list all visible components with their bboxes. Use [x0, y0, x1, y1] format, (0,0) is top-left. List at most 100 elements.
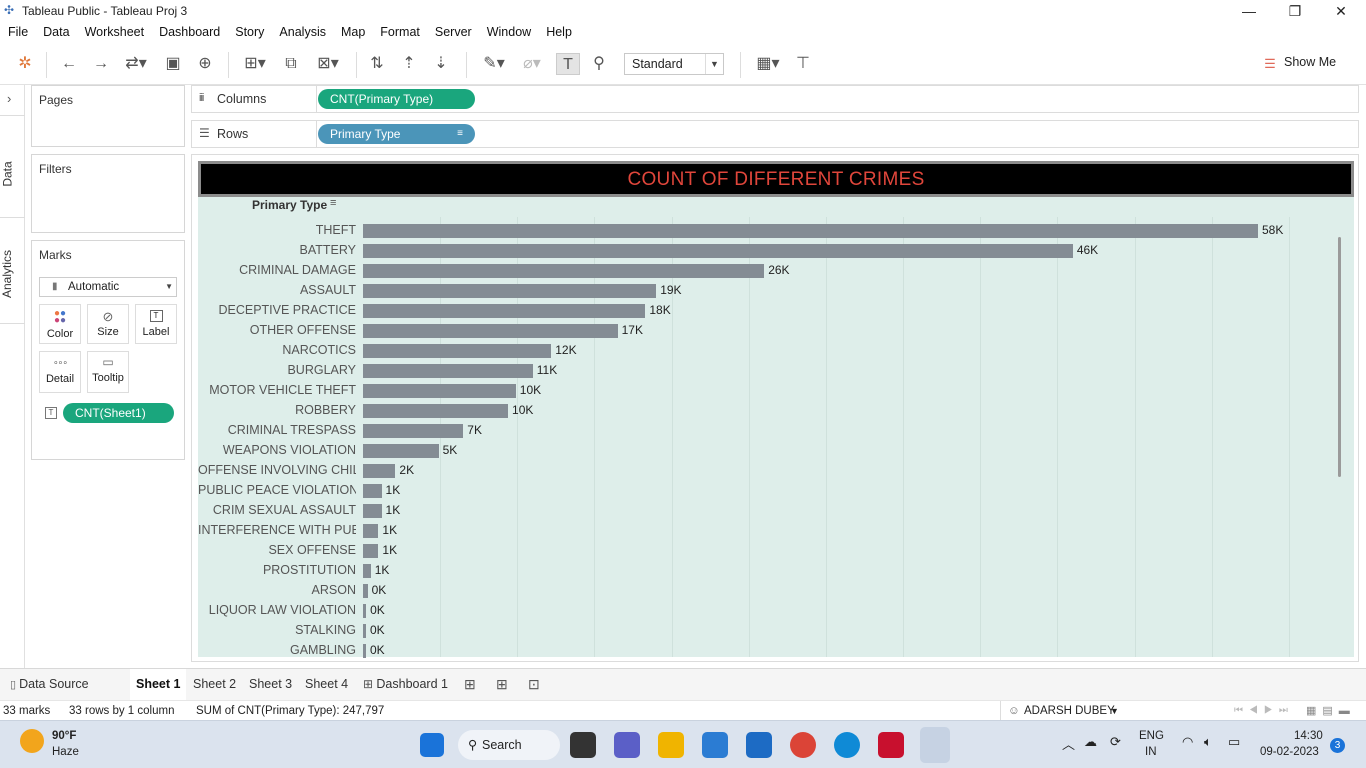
- file-explorer-icon[interactable]: [658, 732, 684, 758]
- show-me-button[interactable]: Show Me: [1284, 55, 1337, 69]
- menu-dashboard[interactable]: Dashboard: [159, 25, 221, 39]
- show-cards-icon[interactable]: ▦▾: [756, 55, 780, 72]
- data-pane-tab[interactable]: Data: [0, 161, 15, 187]
- bar[interactable]: [363, 304, 646, 318]
- bar[interactable]: [363, 264, 765, 278]
- fit-mode-select[interactable]: Standard ▼: [624, 53, 724, 75]
- sync-icon[interactable]: ⟳: [1110, 734, 1121, 749]
- filters-card[interactable]: Filters: [31, 154, 185, 233]
- tray-chevron-icon[interactable]: ︿: [1062, 737, 1076, 752]
- expand-chevron-icon[interactable]: ›: [7, 91, 12, 106]
- bar[interactable]: [363, 444, 439, 458]
- task-view-icon[interactable]: [570, 732, 596, 758]
- menu-window[interactable]: Window: [486, 25, 532, 39]
- bar[interactable]: [363, 544, 379, 558]
- menu-help[interactable]: Help: [546, 25, 572, 39]
- menu-map[interactable]: Map: [340, 25, 366, 39]
- group-members-icon[interactable]: ⌀▾: [523, 55, 541, 72]
- pin-axes-icon[interactable]: ⚲: [593, 55, 605, 72]
- bar[interactable]: [363, 524, 379, 538]
- clock-time[interactable]: 14:30: [1294, 730, 1323, 742]
- edge-icon[interactable]: [834, 732, 860, 758]
- new-worksheet-tab-icon[interactable]: ⊞: [464, 676, 476, 692]
- analytics-pane-tab[interactable]: Analytics: [0, 249, 15, 299]
- bar[interactable]: [363, 404, 509, 418]
- bar[interactable]: [363, 244, 1073, 258]
- label-button[interactable]: T Label: [135, 304, 177, 344]
- detail-button[interactable]: ∘∘∘ Detail: [39, 351, 81, 393]
- store-icon[interactable]: [702, 732, 728, 758]
- sort-ascending-icon[interactable]: ⇡: [402, 55, 416, 72]
- clock-date[interactable]: 09-02-2023: [1260, 746, 1319, 758]
- mark-type-select[interactable]: ▮ Automatic ▼: [39, 277, 177, 297]
- wifi-icon[interactable]: ◠: [1182, 734, 1194, 749]
- tab-sheet-4[interactable]: Sheet 4: [305, 677, 349, 691]
- pages-card[interactable]: Pages: [31, 85, 185, 147]
- bar[interactable]: [363, 504, 382, 518]
- bar[interactable]: [363, 484, 382, 498]
- tableau-home-icon[interactable]: ✲: [18, 55, 32, 72]
- weather-icon[interactable]: [20, 729, 44, 753]
- sort-icon[interactable]: ≡: [330, 197, 337, 209]
- mark-field-pill[interactable]: CNT(Sheet1): [63, 403, 174, 423]
- new-worksheet-icon[interactable]: ⊞▾: [244, 55, 266, 72]
- bar[interactable]: [363, 344, 552, 358]
- sheet-nav-icons[interactable]: ⏮◀▶⏭: [1234, 705, 1294, 716]
- tableau-taskbar-icon[interactable]: [920, 727, 950, 763]
- new-data-source-icon[interactable]: ⊕: [198, 55, 212, 72]
- redo-icon[interactable]: →: [93, 55, 109, 72]
- language-code[interactable]: ENG: [1139, 730, 1164, 742]
- restore-button[interactable]: ❐: [1288, 3, 1302, 19]
- clear-sheet-icon[interactable]: ⊠▾: [317, 55, 339, 72]
- bar[interactable]: [363, 424, 464, 438]
- notification-badge[interactable]: 3: [1330, 738, 1345, 753]
- presentation-mode-icon[interactable]: ⊤: [796, 55, 810, 72]
- rows-pill[interactable]: Primary Type ≡: [318, 124, 475, 144]
- show-mark-labels-icon[interactable]: T: [556, 53, 580, 75]
- data-source-tab[interactable]: ▯ Data Source: [10, 677, 89, 691]
- menu-worksheet[interactable]: Worksheet: [84, 25, 145, 39]
- replay-icon[interactable]: ⇄▾: [125, 55, 147, 72]
- tab-dashboard-1[interactable]: ⊞ Dashboard 1: [363, 677, 448, 691]
- highlight-icon[interactable]: ✎▾: [483, 55, 505, 72]
- windows-start-icon[interactable]: [420, 733, 444, 757]
- swap-rows-columns-icon[interactable]: ⇅: [370, 55, 384, 72]
- duplicate-sheet-icon[interactable]: ⧉: [285, 55, 297, 72]
- tooltip-button[interactable]: ▭ Tooltip: [87, 351, 129, 393]
- volume-icon[interactable]: 🔈︎: [1204, 734, 1212, 749]
- columns-pill[interactable]: CNT(Primary Type): [318, 89, 475, 109]
- bar[interactable]: [363, 564, 371, 578]
- tab-sheet-2[interactable]: Sheet 2: [193, 677, 237, 691]
- mail-icon[interactable]: [746, 732, 772, 758]
- chrome-icon[interactable]: [790, 732, 816, 758]
- color-button[interactable]: ●● ●● Color: [39, 304, 81, 344]
- sheet-view-icons[interactable]: ▦▤▬: [1306, 705, 1356, 717]
- show-me-icon[interactable]: ☰: [1264, 56, 1276, 71]
- menu-file[interactable]: File: [8, 25, 29, 39]
- bar[interactable]: [363, 224, 1258, 238]
- menu-data[interactable]: Data: [43, 25, 70, 39]
- sort-descending-icon[interactable]: ⇣: [434, 55, 448, 72]
- new-dashboard-tab-icon[interactable]: ⊞: [496, 676, 508, 692]
- tab-sheet-1[interactable]: Sheet 1: [130, 669, 187, 700]
- bar[interactable]: [363, 324, 618, 338]
- size-button[interactable]: ⊘ Size: [87, 304, 129, 344]
- menu-server[interactable]: Server: [434, 25, 472, 39]
- teams-icon[interactable]: [614, 732, 640, 758]
- vertical-scrollbar[interactable]: [1338, 217, 1343, 657]
- save-icon[interactable]: ▣: [165, 55, 181, 72]
- minimize-button[interactable]: —: [1242, 3, 1256, 19]
- close-button[interactable]: ✕: [1335, 3, 1347, 19]
- bar[interactable]: [363, 584, 368, 598]
- bar[interactable]: [363, 604, 367, 618]
- wps-icon[interactable]: [878, 732, 904, 758]
- taskbar-search[interactable]: ⚲ Search: [458, 730, 560, 760]
- bar[interactable]: [363, 624, 366, 638]
- language-region[interactable]: IN: [1145, 746, 1157, 758]
- onedrive-icon[interactable]: ☁: [1084, 734, 1097, 749]
- undo-icon[interactable]: ←: [61, 55, 77, 72]
- bar[interactable]: [363, 284, 657, 298]
- menu-story[interactable]: Story: [235, 25, 265, 39]
- bar[interactable]: [363, 364, 533, 378]
- user-name[interactable]: ADARSH DUBEY: [1024, 705, 1115, 717]
